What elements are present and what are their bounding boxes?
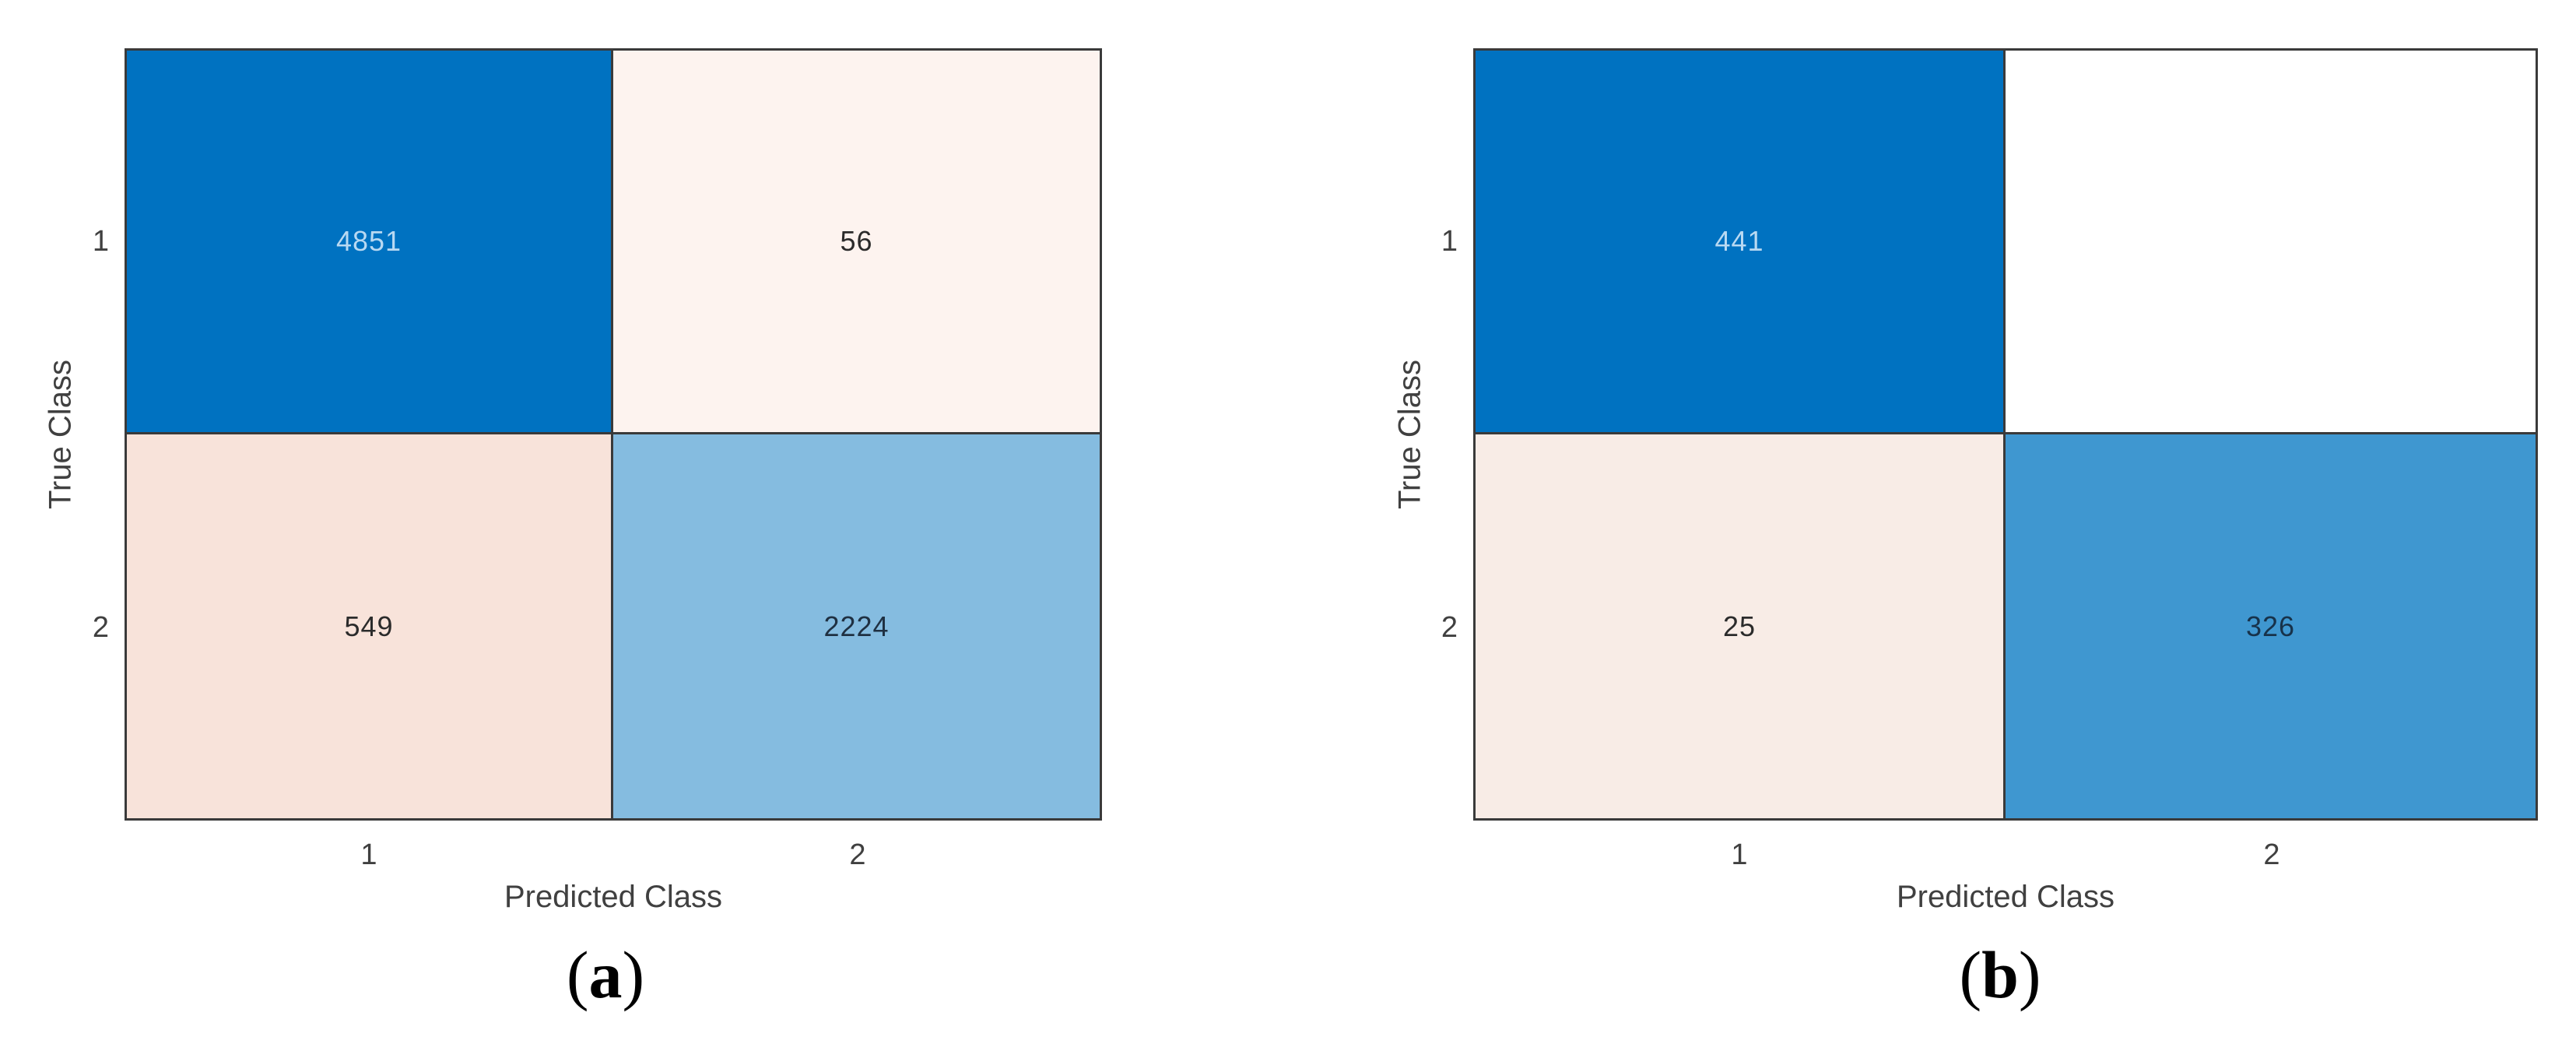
- cell-value: 441: [1714, 225, 1764, 257]
- x-axis-title: Predicted Class: [1896, 880, 2115, 914]
- y-tick-label: 1: [92, 225, 109, 258]
- matrix-cell: 56: [613, 51, 1100, 434]
- x-axis-title: Predicted Class: [504, 880, 723, 914]
- x-tick-label: 2: [2263, 838, 2280, 871]
- figure-caption: (b): [1767, 936, 2234, 1014]
- x-tick-label: 1: [1731, 838, 1748, 871]
- y-tick-label: 2: [92, 611, 109, 644]
- matrix-cell: 25: [1476, 434, 2006, 818]
- y-axis-title: True Class: [1392, 360, 1427, 509]
- x-tick-label: 2: [849, 838, 866, 871]
- matrix-cell: 2224: [613, 434, 1100, 818]
- caption-paren: (: [566, 937, 589, 1012]
- y-axis-title: True Class: [43, 360, 78, 509]
- caption-letter: a: [588, 937, 623, 1012]
- caption-letter: b: [1981, 937, 2019, 1012]
- matrix-cell: [2006, 51, 2536, 434]
- matrix-cell: 549: [127, 434, 613, 818]
- cell-value: 25: [1722, 610, 1757, 642]
- matrix-cell: 4851: [127, 51, 613, 434]
- y-tick-label: 2: [1441, 611, 1458, 644]
- caption-paren: ): [622, 937, 645, 1012]
- cell-value: 56: [840, 225, 873, 257]
- caption-paren: ): [2018, 937, 2041, 1012]
- matrix-cell: 326: [2006, 434, 2536, 818]
- plot-area: 441 25 326: [1473, 48, 2538, 821]
- caption-paren: (: [1959, 937, 1982, 1012]
- figure-caption: (a): [372, 936, 839, 1014]
- x-tick-label: 1: [360, 838, 377, 871]
- cell-value: 549: [344, 610, 394, 642]
- matrix-cell: 441: [1476, 51, 2006, 434]
- cell-value: 4851: [335, 225, 402, 257]
- plot-area: 4851 56 549 2224: [125, 48, 1102, 821]
- cell-value: 2224: [823, 610, 890, 642]
- cell-value: 326: [2245, 610, 2296, 642]
- y-tick-label: 1: [1441, 225, 1458, 258]
